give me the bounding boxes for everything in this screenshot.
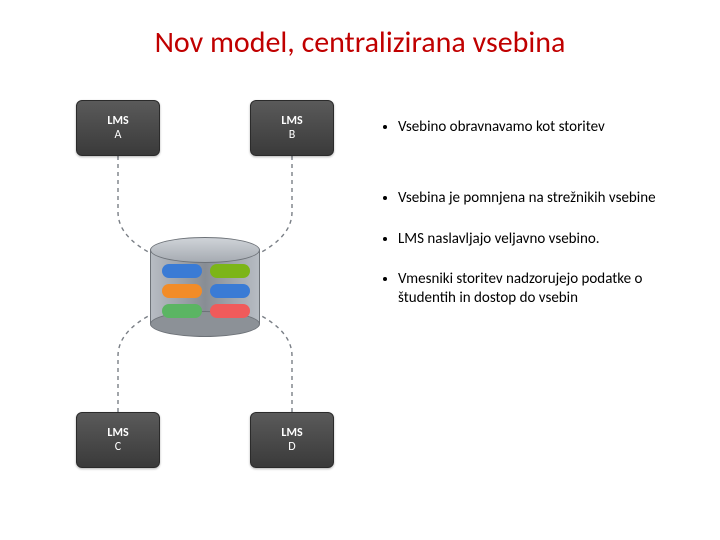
bullet-item: Vmesniki storitev nadzorujejo podatke o … [398,270,690,308]
slide: Nov model, centralizirana vsebina LMS A … [0,0,720,540]
bullet-item: Vsebino obravnavamo kot storitev [398,118,690,137]
node-label: LMS [107,114,128,128]
bullet-item: LMS naslavljajo veljavno vsebino. [398,230,690,249]
content-pill [210,284,250,298]
node-sublabel: C [115,440,121,454]
content-pill [210,264,250,278]
lms-node-a: LMS A [76,100,160,156]
node-label: LMS [107,426,128,440]
node-sublabel: B [289,128,296,142]
lms-node-b: LMS B [250,100,334,156]
node-sublabel: A [115,128,122,142]
content-pill [162,264,202,278]
architecture-diagram: LMS A LMS B LMS C LMS D [60,92,350,482]
node-label: LMS [281,114,302,128]
node-sublabel: D [288,440,295,454]
lms-node-c: LMS C [76,412,160,468]
node-label: LMS [281,426,302,440]
bullet-item: Vsebina je pomnjena na strežnikih vsebin… [398,189,690,208]
content-pill [162,284,202,298]
content-pill [210,304,250,318]
content-pill [162,304,202,318]
bullet-list: Vsebino obravnavamo kot storitev Vsebina… [380,118,690,308]
lms-node-d: LMS D [250,412,334,468]
slide-title: Nov model, centralizirana vsebina [0,24,720,61]
